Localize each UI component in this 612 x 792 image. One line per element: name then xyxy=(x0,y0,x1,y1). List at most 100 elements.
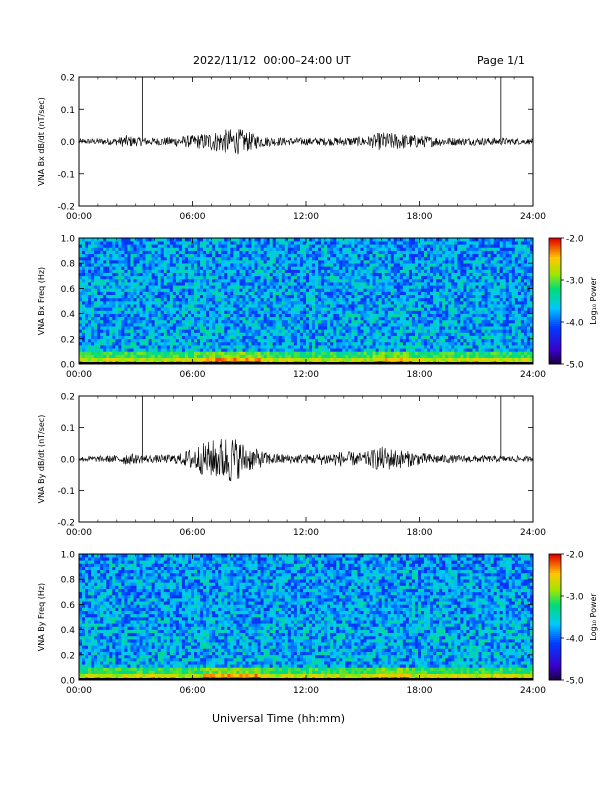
heatmap-cell xyxy=(136,329,140,333)
heatmap-cell xyxy=(387,345,392,349)
heatmap-cell xyxy=(408,307,413,311)
heatmap-cell xyxy=(94,335,98,340)
heatmap-cell xyxy=(327,338,331,343)
heatmap-cell xyxy=(172,323,177,327)
heatmap-cell xyxy=(378,282,382,286)
heatmap-cell xyxy=(248,304,252,308)
heatmap-cell xyxy=(130,272,134,277)
heatmap-cell xyxy=(324,329,328,333)
heatmap-cell xyxy=(169,253,174,258)
heatmap-cell xyxy=(387,357,392,362)
heatmap-cell xyxy=(375,354,379,358)
heatmap-cell xyxy=(354,354,358,358)
heatmap-cell xyxy=(333,329,337,333)
heatmap-cell xyxy=(251,260,255,264)
heatmap-cell xyxy=(421,357,425,362)
heatmap-cell xyxy=(442,310,446,314)
heatmap-cell xyxy=(130,357,134,362)
heatmap-cell xyxy=(436,266,440,270)
heatmap-cell xyxy=(318,329,322,333)
heatmap-cell xyxy=(121,266,125,270)
heatmap-cell xyxy=(145,304,149,308)
heatmap-cell xyxy=(312,297,316,302)
heatmap-cell xyxy=(97,285,101,289)
heatmap-cell xyxy=(79,244,83,248)
heatmap-cell xyxy=(427,241,431,245)
heatmap-cell xyxy=(163,238,168,242)
heatmap-cell xyxy=(405,335,410,340)
heatmap-cell xyxy=(166,269,171,273)
heatmap-cell xyxy=(330,238,334,242)
heatmap-cell xyxy=(269,250,274,255)
heatmap-cell xyxy=(154,310,158,314)
heatmap-cell xyxy=(360,263,364,267)
heatmap-cell xyxy=(106,294,110,299)
heatmap-cell xyxy=(260,272,264,277)
heatmap-cell xyxy=(166,301,171,305)
heatmap-cell xyxy=(97,332,101,336)
heatmap-cell xyxy=(445,348,449,352)
heatmap-cell xyxy=(293,269,298,273)
heatmap-cell xyxy=(184,301,189,305)
heatmap-cell xyxy=(142,278,146,283)
heatmap-cell xyxy=(369,275,373,280)
heatmap-cell xyxy=(88,319,92,324)
heatmap-cell xyxy=(354,345,358,349)
heatmap-cell xyxy=(160,244,165,248)
heatmap-cell xyxy=(384,247,389,251)
heatmap-cell xyxy=(424,345,428,349)
heatmap-cell xyxy=(242,241,246,245)
heatmap-cell xyxy=(245,294,249,299)
heatmap-cell xyxy=(260,316,264,321)
heatmap-cell xyxy=(442,256,446,261)
heatmap-cell xyxy=(290,275,295,280)
heatmap-cell xyxy=(448,238,452,242)
heatmap-cell xyxy=(166,351,171,355)
heatmap-cell xyxy=(239,323,243,327)
heatmap-cell xyxy=(408,348,413,352)
heatmap-cell xyxy=(351,269,355,273)
heatmap-cell xyxy=(221,335,225,340)
heatmap-cell xyxy=(245,316,249,321)
heatmap-cell xyxy=(372,357,376,362)
heatmap-cell xyxy=(251,354,255,358)
heatmap-cell xyxy=(133,338,137,343)
heatmap-cell xyxy=(390,244,395,248)
heatmap-cell xyxy=(448,247,452,251)
heatmap-cell xyxy=(248,335,252,340)
heatmap-cell xyxy=(151,326,155,330)
heatmap-cell xyxy=(178,348,183,352)
heatmap-cell xyxy=(154,341,158,346)
heatmap-cell xyxy=(296,238,301,242)
heatmap-cell xyxy=(433,345,437,349)
heatmap-cell xyxy=(436,341,440,346)
heatmap-cell xyxy=(85,250,89,255)
y-tick-label: -0.1 xyxy=(57,170,75,180)
heatmap-cell xyxy=(109,341,113,346)
heatmap-cell xyxy=(218,351,222,355)
heatmap-cell xyxy=(121,310,125,314)
heatmap-cell xyxy=(448,272,452,277)
heatmap-cell xyxy=(342,304,346,308)
heatmap-cell xyxy=(342,272,346,277)
heatmap-cell xyxy=(396,285,401,289)
heatmap-cell xyxy=(315,297,319,302)
heatmap-cell xyxy=(251,323,255,327)
heatmap-cell xyxy=(94,282,98,286)
heatmap-cell xyxy=(360,294,364,299)
heatmap-cell xyxy=(351,278,355,283)
heatmap-cell xyxy=(269,285,274,289)
heatmap-cell xyxy=(306,348,310,352)
heatmap-cell xyxy=(221,244,225,248)
heatmap-cell xyxy=(378,310,382,314)
heatmap-cell xyxy=(221,332,225,336)
heatmap-cell xyxy=(172,278,177,283)
heatmap-cell xyxy=(212,335,216,340)
heatmap-cell xyxy=(187,310,192,314)
heatmap-cell xyxy=(351,354,355,358)
heatmap-cell xyxy=(209,244,213,248)
heatmap-cell xyxy=(194,316,198,321)
heatmap-cell xyxy=(115,326,119,330)
heatmap-cell xyxy=(187,288,192,292)
heatmap-cell xyxy=(339,241,343,245)
